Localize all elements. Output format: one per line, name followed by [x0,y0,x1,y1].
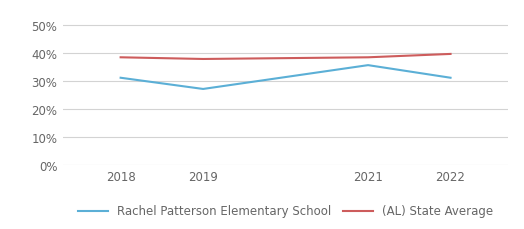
Legend: Rachel Patterson Elementary School, (AL) State Average: Rachel Patterson Elementary School, (AL)… [78,204,493,218]
Line: (AL) State Average: (AL) State Average [121,55,451,60]
Rachel Patterson Elementary School [117,77,124,80]
Rachel Patterson Elementary School [447,77,454,80]
(AL) State Average [447,53,454,56]
Rachel Patterson Elementary School [365,65,371,67]
Line: Rachel Patterson Elementary School: Rachel Patterson Elementary School [121,66,451,90]
(AL) State Average [200,58,206,61]
(AL) State Average [365,57,371,59]
Rachel Patterson Elementary School [200,88,206,91]
(AL) State Average [117,57,124,59]
